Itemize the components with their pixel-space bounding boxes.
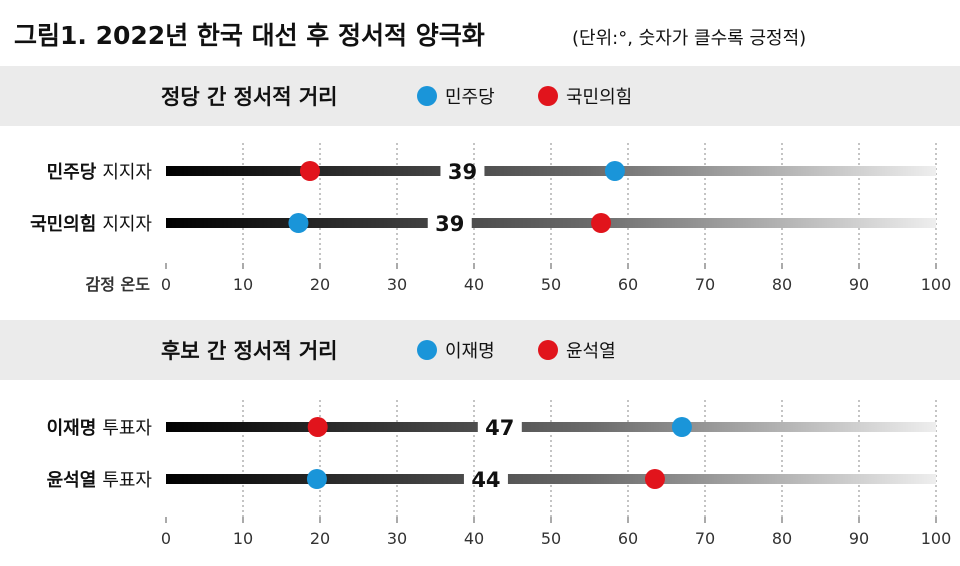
panel-title-band [0, 66, 960, 126]
row-suffix-label: 지지자 [102, 214, 152, 235]
x-tick-label: 90 [849, 275, 869, 294]
red-dot [299, 161, 320, 181]
red-dot [307, 417, 328, 437]
bar-segment-right [484, 166, 936, 176]
row: 국민의힘 지지자 39 [30, 212, 936, 236]
panel-title: 후보 간 정서적 거리 [161, 339, 338, 363]
gap-label: 39 [435, 212, 464, 236]
panel-title-band [0, 320, 960, 380]
red-dot [591, 213, 612, 233]
row-label: 윤석열 투표자 [47, 470, 153, 491]
row-label: 민주당 지지자 [47, 162, 153, 183]
legend-marker [538, 340, 558, 360]
row-group-label: 윤석열 [47, 470, 97, 491]
legend-label: 민주당 [445, 87, 495, 108]
blue-dot [671, 417, 692, 437]
x-tick-label: 40 [464, 529, 484, 548]
x-tick-label: 30 [387, 529, 407, 548]
row-label: 이재명 투표자 [47, 418, 153, 439]
bar-segment-right [471, 218, 936, 228]
x-tick-label: 80 [772, 529, 792, 548]
row-group-label: 국민의힘 [30, 214, 96, 235]
bar-segment-right [521, 422, 936, 432]
x-tick-label: 50 [541, 275, 561, 294]
x-tick-label: 80 [772, 275, 792, 294]
x-axis-label: 감정 온도 [86, 275, 151, 294]
x-tick-label: 70 [695, 529, 715, 548]
x-tick-label: 0 [161, 529, 171, 548]
x-tick-label: 10 [233, 275, 253, 294]
gap-label: 44 [471, 468, 500, 492]
x-tick-label: 0 [161, 275, 171, 294]
panel-title: 정당 간 정서적 거리 [161, 85, 338, 109]
row-label: 국민의힘 지지자 [30, 214, 152, 235]
x-tick-label: 50 [541, 529, 561, 548]
row-suffix-label: 투표자 [102, 470, 152, 491]
gap-label: 47 [485, 416, 514, 440]
row-suffix-label: 지지자 [102, 162, 152, 183]
x-tick-label: 70 [695, 275, 715, 294]
x-tick-label: 30 [387, 275, 407, 294]
gap-label: 39 [448, 160, 477, 184]
row-group-label: 민주당 [47, 162, 97, 183]
legend-marker [417, 86, 437, 106]
row-suffix-label: 투표자 [102, 418, 152, 439]
row: 이재명 투표자 47 [47, 416, 936, 440]
chart-unit-note: (단위:°, 숫자가 클수록 긍정적) [572, 28, 806, 49]
x-tick-label: 10 [233, 529, 253, 548]
blue-dot [288, 213, 309, 233]
row: 윤석열 투표자 44 [47, 468, 936, 492]
chart-title: 그림1. 2022년 한국 대선 후 정서적 양극화 [14, 21, 485, 50]
blue-dot [604, 161, 625, 181]
legend-marker [417, 340, 437, 360]
blue-dot [306, 469, 327, 489]
x-tick-label: 90 [849, 529, 869, 548]
red-dot [644, 469, 665, 489]
x-tick-label: 60 [618, 529, 638, 548]
x-tick-label: 20 [310, 529, 330, 548]
x-tick-label: 20 [310, 275, 330, 294]
legend-label: 이재명 [445, 341, 495, 362]
x-tick-label: 40 [464, 275, 484, 294]
x-tick-label: 100 [921, 275, 952, 294]
row: 민주당 지지자 39 [47, 160, 936, 184]
legend-marker [538, 86, 558, 106]
x-tick-label: 60 [618, 275, 638, 294]
row-group-label: 이재명 [47, 418, 97, 439]
bar-segment-right [507, 474, 936, 484]
x-tick-label: 100 [921, 529, 952, 548]
legend-label: 윤석열 [566, 341, 616, 362]
legend-label: 국민의힘 [566, 87, 632, 108]
